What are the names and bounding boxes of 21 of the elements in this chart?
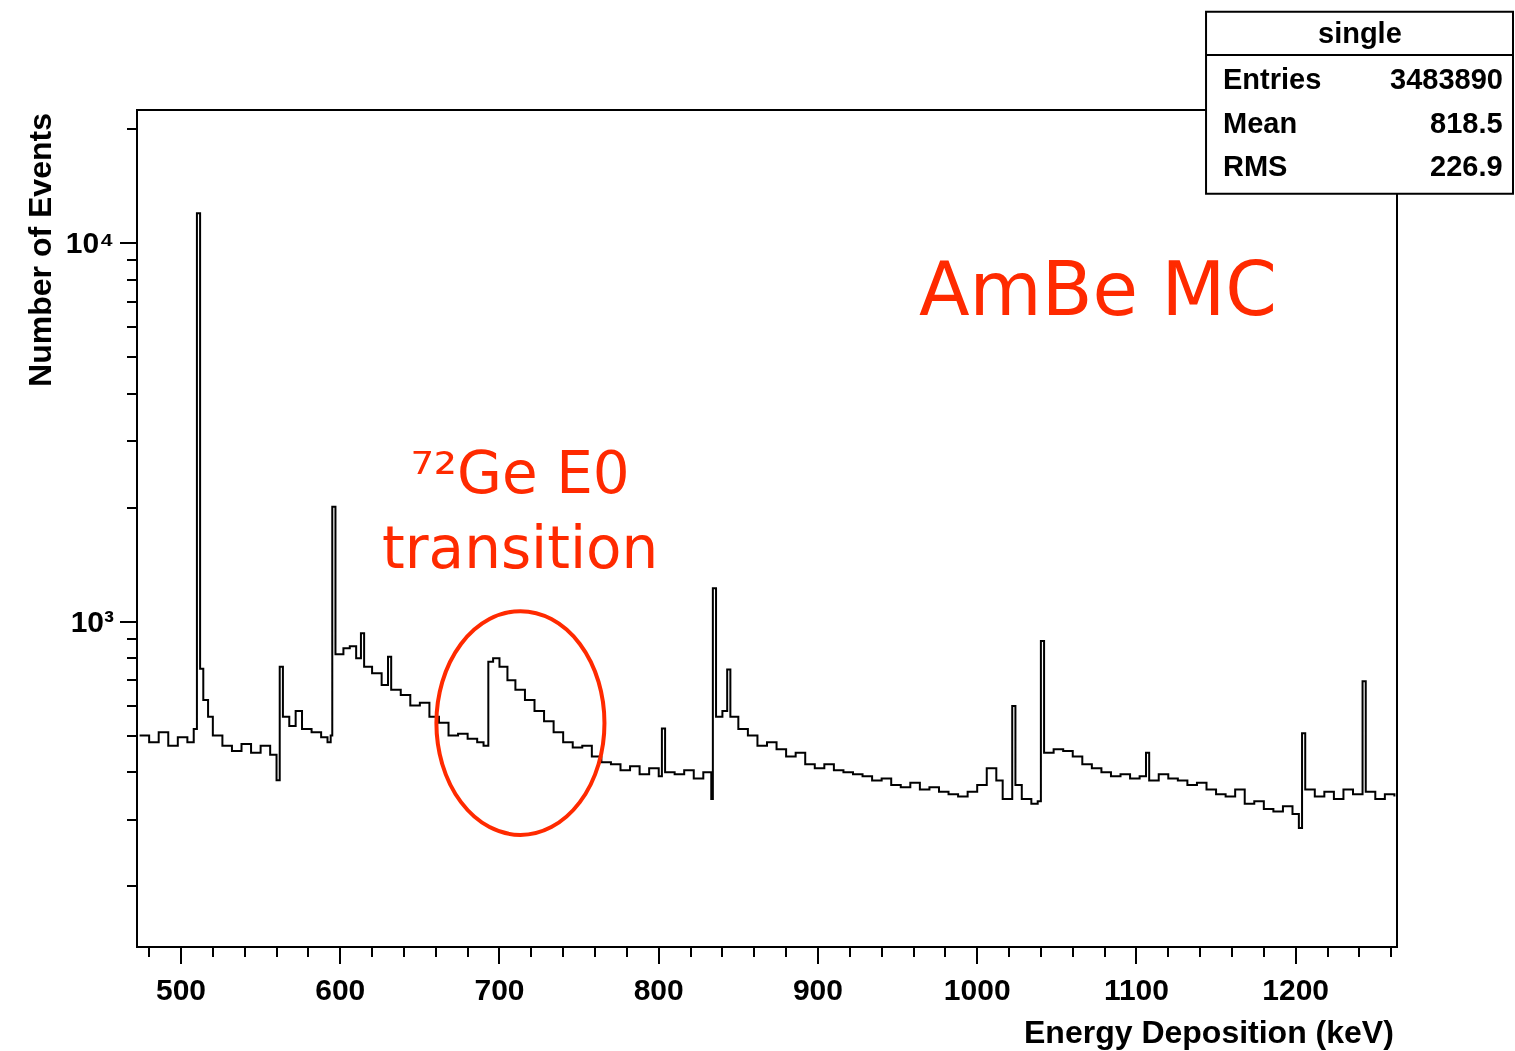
annotation: AmBe MC bbox=[919, 246, 1278, 332]
x-tick-label: 1000 bbox=[943, 973, 1011, 1006]
x-tick-label: 600 bbox=[315, 973, 366, 1006]
annotation: Mean bbox=[1223, 107, 1298, 139]
x-tick-label: 800 bbox=[633, 973, 684, 1006]
x-tick-label: 900 bbox=[792, 973, 843, 1006]
x-tick-label: 1200 bbox=[1262, 973, 1330, 1006]
x-tick-label: 700 bbox=[474, 973, 525, 1006]
y-axis-title: Number of Events bbox=[21, 113, 58, 387]
text: Entries bbox=[1223, 63, 1322, 95]
x-tick-label: 1100 bbox=[1103, 973, 1169, 1006]
text: single bbox=[1318, 17, 1402, 49]
y-tick-label: 10³ bbox=[70, 605, 115, 639]
x-tick-label: 500 bbox=[155, 973, 207, 1006]
x-axis-title: Energy Deposition (keV) bbox=[1024, 1014, 1394, 1050]
text: 818.5 bbox=[1430, 107, 1503, 139]
annotation: RMS bbox=[1223, 150, 1288, 182]
text: 226.9 bbox=[1430, 150, 1503, 182]
y-tick-label: 10⁴ bbox=[65, 226, 114, 260]
text: 3483890 bbox=[1390, 63, 1503, 95]
annotation: ⁷²Ge E0 transition bbox=[382, 439, 659, 583]
